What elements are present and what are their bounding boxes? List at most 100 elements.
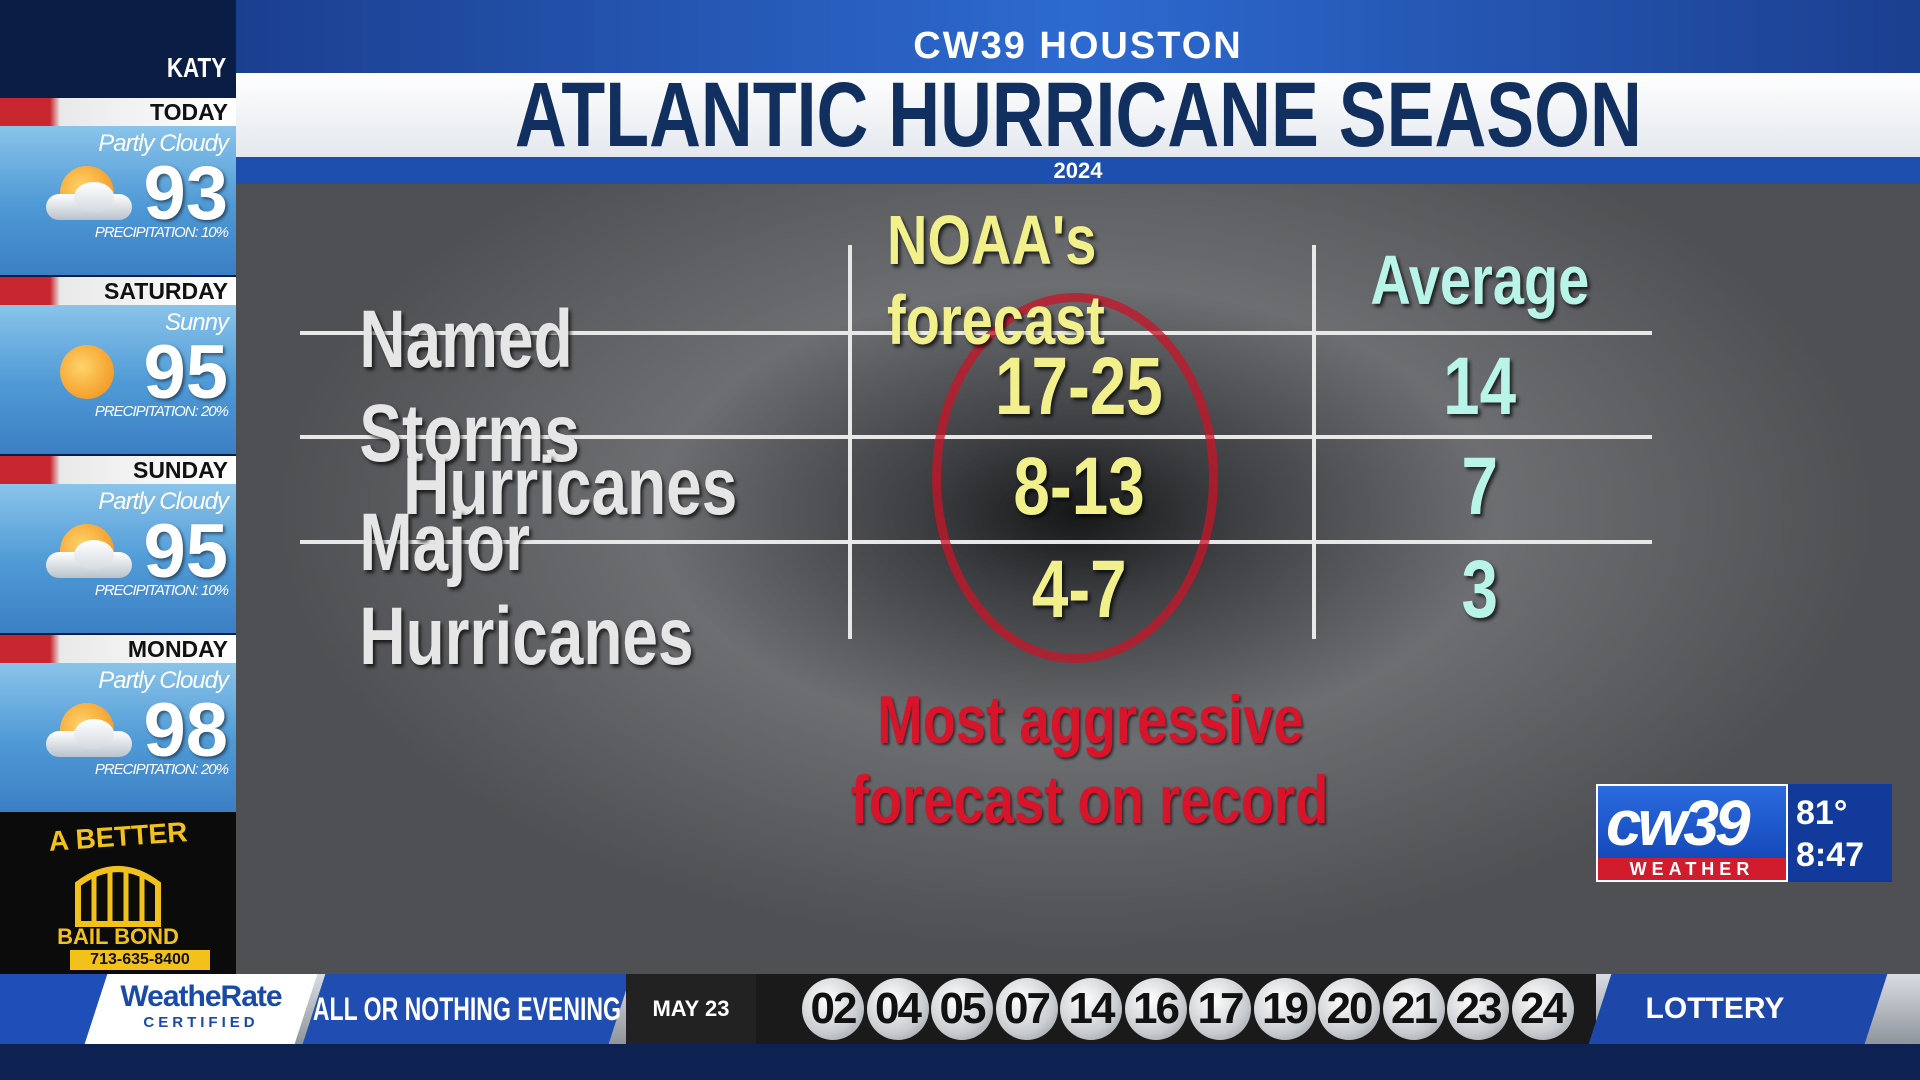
sidebar: KATY TODAY Partly Cloudy 93 PRECIPITATION: … (0, 0, 236, 974)
lottery-ball: 21 (1382, 978, 1445, 1040)
title-band: ATLANTIC HURRICANE SEASON (236, 64, 1920, 166)
bug-brand: cw39 (1606, 787, 1751, 859)
sponsor-sub: CERTIFIED (143, 1014, 259, 1031)
ad-phone-text: 713-635-8400 (90, 951, 190, 968)
title: ATLANTIC HURRICANE SEASON (514, 63, 1642, 166)
cell: 14 (1280, 341, 1680, 432)
day-temp: 95 (143, 509, 228, 594)
day-temp: 98 (143, 688, 228, 773)
day-header (0, 277, 236, 305)
station-text: CW39 HOUSTON (913, 24, 1243, 67)
lottery-ball: 04 (866, 978, 929, 1040)
day-precipitation: PRECIPITATION: 20% (94, 403, 229, 420)
weather-icon (42, 699, 142, 769)
day-precipitation: PRECIPITATION: 10% (94, 224, 229, 241)
table-line (1312, 245, 1316, 639)
bug-tag: WEATHER (1598, 858, 1786, 880)
cell: 3 (1280, 544, 1680, 635)
annotation-text: forecast on record (851, 762, 1329, 838)
date-text: MAY 23 (652, 996, 730, 1021)
cell: 8-13 (879, 441, 1279, 532)
cell-text: 8-13 (1013, 441, 1145, 532)
annotation-line: Most aggressive (790, 680, 1390, 760)
day-name: SUNDAY (132, 457, 228, 483)
column-header: Average (1240, 240, 1720, 320)
day-panel: SUNDAY Partly Cloudy 95 PRECIPITATION: 10% (0, 456, 236, 633)
date: MAY 23 (626, 974, 756, 1044)
day-temp: 93 (143, 151, 228, 236)
sponsor: WeatheRate CERTIFIED (96, 980, 306, 1044)
ad-phone: 713-635-8400 (70, 950, 210, 970)
weather-icon (42, 341, 142, 411)
day-precipitation: PRECIPITATION: 10% (94, 582, 229, 599)
day-condition: Partly Cloudy (98, 667, 229, 694)
day-name: TODAY (150, 99, 228, 125)
lottery-numbers: 02 04 05 07 14 16 17 19 20 21 23 24 (756, 974, 1596, 1044)
day-temp: 95 (143, 330, 228, 415)
location-text: KATY (166, 52, 226, 83)
day-panel: SATURDAY Sunny 95 PRECIPITATION: 20% (0, 277, 236, 454)
day-header (0, 635, 236, 663)
day-precipitation: PRECIPITATION: 20% (94, 761, 229, 778)
annotation-line: forecast on record (790, 760, 1390, 840)
header-top (236, 0, 1920, 73)
year: 2024 (1053, 157, 1103, 183)
highlight-circle (932, 293, 1218, 663)
lottery-ball: 19 (1253, 978, 1316, 1040)
lottery-ball: 05 (931, 978, 993, 1040)
day-header (0, 456, 236, 484)
day-condition: Partly Cloudy (98, 130, 229, 157)
cell: 17-25 (879, 341, 1279, 432)
station-bug: cw39 WEATHER 81° 8:47 (1596, 784, 1892, 882)
lottery-label-text: LOTTERY (1645, 992, 1785, 1025)
lottery-ball: 17 (1189, 978, 1251, 1040)
lottery-ball: 20 (1318, 978, 1380, 1040)
ad: A BETTER BAIL BOND 713-635-8400 (0, 812, 236, 974)
day-panel: TODAY Partly Cloudy 93 PRECIPITATION: 10% (0, 98, 236, 275)
row-label: Hurricanes (300, 441, 840, 532)
row-label-text: Major Hurricanes (359, 497, 694, 682)
row-label: Named Storms (300, 294, 840, 479)
cloud (74, 540, 114, 570)
forecast-table: NOAA's forecast Average Named Storms 17-25 1… (300, 201, 1720, 682)
table-line (300, 331, 1652, 335)
ad-line2-text: BAIL BOND (57, 924, 179, 949)
weather-icon (42, 520, 142, 590)
cell-text: 7 (1461, 441, 1499, 532)
table-line (848, 245, 852, 639)
sponsor-name: WeatheRate (120, 980, 282, 1013)
column-header: NOAA's forecast (839, 201, 1319, 359)
lottery-ball: 14 (1060, 978, 1122, 1040)
weather-icon (42, 162, 142, 232)
annotation: Most aggressive forecast on record (790, 680, 1390, 840)
day-header (0, 98, 236, 126)
annotation-text: Most aggressive (876, 682, 1304, 758)
day-panel: MONDAY Partly Cloudy 98 PRECIPITATION: 20% (0, 635, 236, 812)
bug-logo: cw39 WEATHER (1596, 784, 1788, 882)
ticker: WeatheRate CERTIFIED ALL OR NOTHING EVEN… (0, 974, 1920, 1080)
cell-text: 4-7 (1031, 544, 1127, 635)
day-condition: Sunny (164, 309, 229, 336)
day-name: MONDAY (127, 636, 228, 662)
sun (60, 345, 114, 399)
day-name: SATURDAY (104, 278, 228, 304)
ad-line2: BAIL BOND (0, 924, 236, 950)
game-text: ALL OR NOTHING EVENING (312, 990, 622, 1027)
lottery-ball: 07 (995, 978, 1058, 1040)
row-label: Major Hurricanes (300, 497, 840, 682)
location: KATY (152, 52, 226, 84)
year-band: 2024 (236, 157, 1920, 184)
cell-text: 3 (1461, 544, 1499, 635)
bug-info: 81° 8:47 (1788, 784, 1892, 882)
cell: 4-7 (879, 544, 1279, 635)
ad-jail-icon (75, 866, 161, 927)
station: CW39 HOUSTON (236, 20, 1920, 72)
cloud (74, 719, 114, 749)
day-condition: Partly Cloudy (98, 488, 229, 515)
row-label-text: Hurricanes (402, 441, 738, 532)
cell-text: 17-25 (995, 341, 1163, 432)
lottery-ball: 24 (1511, 978, 1574, 1040)
cloud (74, 182, 114, 212)
row-label-text: Named Storms (359, 294, 580, 479)
